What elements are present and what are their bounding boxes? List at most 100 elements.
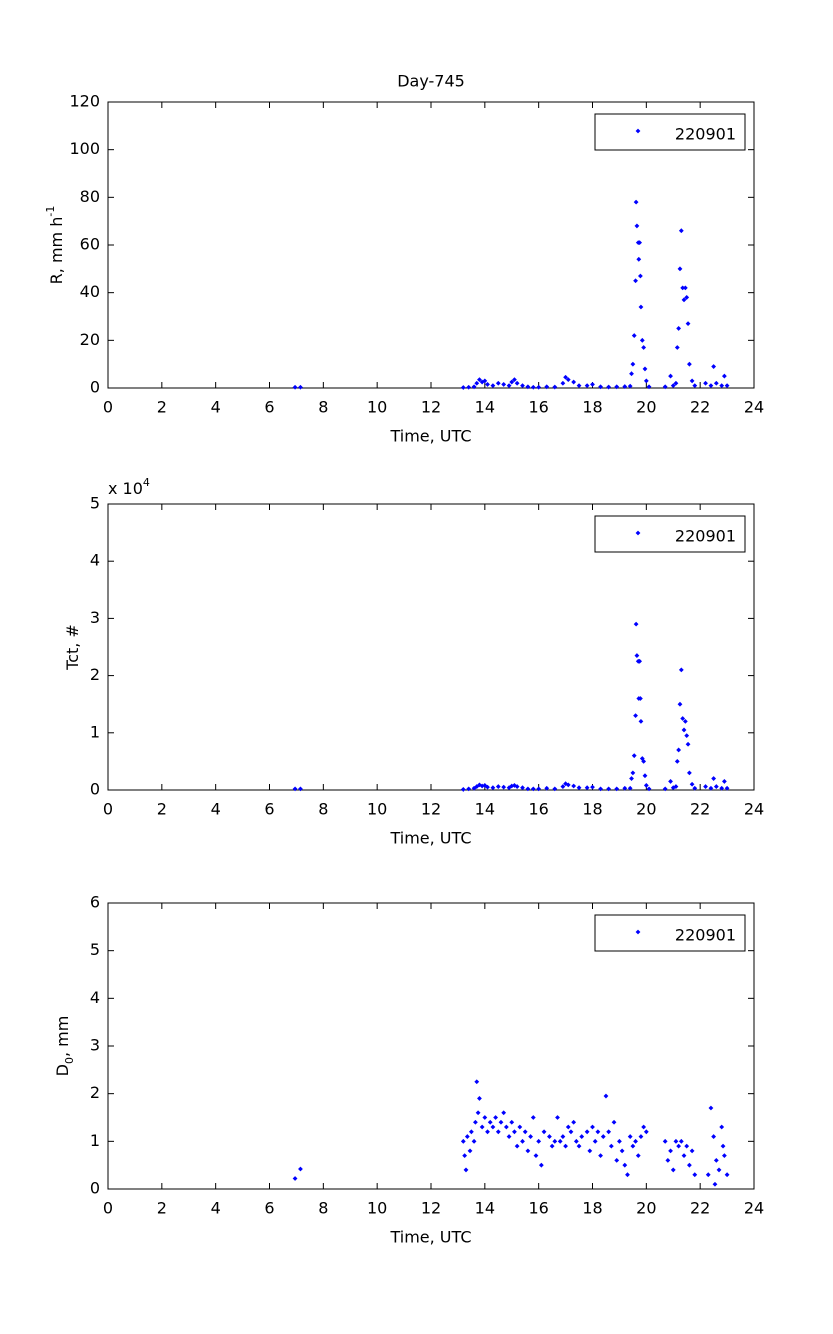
point (674, 759, 680, 764)
point (712, 1181, 718, 1187)
point (506, 383, 512, 389)
point (614, 786, 620, 792)
point (629, 371, 634, 377)
point (495, 380, 501, 386)
point (565, 377, 571, 383)
point (590, 382, 595, 387)
x-tick-label: 18 (582, 1199, 602, 1218)
point (673, 1138, 679, 1144)
point (638, 304, 644, 310)
point (474, 1079, 480, 1085)
point (629, 776, 634, 781)
point (530, 1115, 536, 1120)
point (552, 786, 558, 792)
point (514, 380, 520, 386)
point (571, 783, 577, 789)
point (471, 1138, 477, 1144)
point (598, 384, 603, 390)
x-tick-label: 24 (744, 1199, 764, 1218)
point (611, 1119, 617, 1125)
y-axis-label: Tct, # (63, 624, 82, 671)
point (692, 1172, 698, 1178)
point (514, 1143, 520, 1149)
point (703, 380, 708, 386)
legend-box (594, 914, 746, 952)
point (716, 1167, 722, 1173)
point (662, 384, 668, 390)
point (719, 383, 725, 389)
point (557, 1138, 563, 1144)
point (474, 380, 480, 386)
point (573, 1138, 579, 1144)
x-tick-label: 12 (421, 1199, 441, 1218)
point (684, 733, 690, 739)
point (646, 786, 652, 792)
label-part: x 10 (108, 479, 143, 498)
legend-marker (635, 929, 641, 935)
point (514, 784, 520, 789)
point (643, 783, 649, 788)
point (576, 383, 582, 389)
point (676, 747, 682, 753)
point (684, 295, 690, 300)
point (687, 361, 692, 367)
point (724, 383, 730, 389)
point (503, 1124, 509, 1130)
point (525, 786, 531, 792)
point (638, 696, 643, 701)
point (541, 1129, 547, 1135)
point (560, 380, 566, 386)
legend-label: 220901 (675, 926, 736, 945)
point (590, 1124, 595, 1130)
point (536, 786, 542, 792)
point (552, 384, 558, 390)
point (703, 784, 708, 789)
point (512, 377, 517, 383)
x-tick-label: 24 (744, 398, 764, 417)
point (598, 1153, 603, 1159)
y-tick-label: 80 (80, 187, 100, 206)
point (670, 1167, 676, 1173)
point (595, 1129, 601, 1135)
y-tick-label: 5 (90, 494, 100, 513)
point (509, 379, 515, 385)
point (642, 773, 648, 779)
x-tick-label: 2 (157, 398, 167, 417)
y-tick-label: 4 (90, 988, 100, 1007)
point (501, 382, 507, 387)
x-tick-label: 2 (157, 800, 167, 819)
point (668, 373, 673, 379)
point (485, 1129, 490, 1135)
point (633, 199, 639, 205)
point (711, 776, 717, 781)
point (630, 770, 636, 776)
point (636, 256, 642, 262)
legend-label: 220901 (675, 527, 736, 546)
x-tick-label: 8 (318, 1199, 328, 1218)
point (471, 384, 477, 390)
point (509, 1119, 515, 1125)
point (641, 345, 647, 350)
x-tick-label: 14 (475, 800, 495, 819)
x-tick-label: 8 (318, 398, 328, 417)
point (705, 1172, 711, 1178)
point (681, 297, 687, 303)
point (464, 1134, 470, 1139)
point (525, 1148, 531, 1154)
point (520, 785, 525, 791)
point (565, 1124, 571, 1130)
point (633, 278, 638, 284)
point (617, 1138, 622, 1144)
x-tick-label: 22 (690, 800, 710, 819)
point (495, 784, 501, 789)
point (638, 273, 643, 279)
point (606, 1129, 612, 1135)
point (676, 1143, 682, 1149)
point (680, 716, 686, 721)
point (530, 786, 536, 792)
x-tick-label: 14 (475, 1199, 495, 1218)
x-tick-label: 22 (690, 1199, 710, 1218)
x-tick-label: 18 (582, 800, 602, 819)
x-tick-label: 16 (528, 1199, 548, 1218)
point (522, 1129, 528, 1135)
